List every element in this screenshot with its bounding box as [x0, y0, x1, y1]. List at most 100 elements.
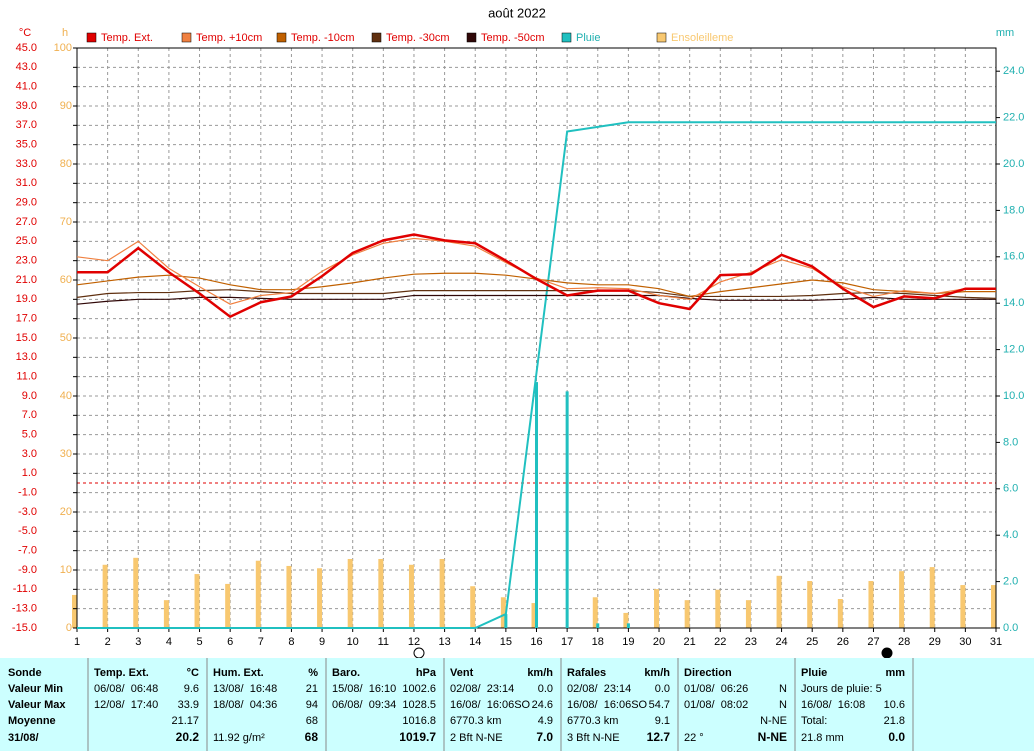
x-tick-label: 17: [561, 636, 573, 648]
column-unit: °C: [187, 667, 199, 679]
series-line: [77, 121, 996, 629]
y-tick-label: 11.0: [16, 371, 37, 383]
sun-bar: [776, 575, 782, 628]
x-tick-label: 8: [288, 636, 294, 648]
column-title: Baro.: [332, 667, 360, 679]
cell-text: 13/08/ 16:48: [213, 683, 277, 695]
cell-value: 68: [305, 730, 319, 744]
sun-bar: [225, 583, 231, 628]
y3-tick-label: 8.0: [1003, 436, 1018, 448]
cell-value: 0.0: [655, 683, 670, 695]
cell-value: 1016.8: [402, 715, 436, 727]
cell-text: 16/08/ 16:06SO: [567, 699, 648, 711]
cell-value: 10.6: [884, 699, 905, 711]
y-tick-label: 19.0: [16, 293, 37, 305]
sun-bar: [684, 600, 690, 628]
full-moon-icon: [413, 647, 425, 659]
y2-tick-label: 90: [60, 100, 72, 112]
x-tick-label: 28: [898, 636, 910, 648]
summary-table: [0, 658, 1034, 751]
y3-tick-label: 16.0: [1003, 251, 1024, 263]
x-tick-label: 20: [653, 636, 665, 648]
sun-bar: [408, 564, 414, 628]
legend-label: Temp. +10cm: [196, 32, 262, 44]
cell-value: 33.9: [178, 699, 199, 711]
sun-bar: [194, 574, 200, 628]
y3-tick-label: 2.0: [1003, 576, 1018, 588]
y-tick-label: 43.0: [16, 61, 37, 73]
rain-bar: [626, 623, 630, 628]
x-tick-label: 11: [378, 636, 389, 648]
sun-bar: [102, 564, 108, 628]
y2-axis-unit: h: [62, 27, 68, 39]
legend-swatch: [371, 32, 382, 43]
x-tick-label: 6: [227, 636, 233, 648]
column-title: Vent: [450, 667, 474, 679]
row-label: Valeur Max: [8, 699, 66, 711]
x-tick-label: 10: [347, 636, 359, 648]
cell-text: 06/08/ 06:48: [94, 683, 158, 695]
y2-tick-label: 0: [66, 622, 72, 634]
cell-text: 6770.3 km: [450, 715, 501, 727]
cell-value: 9.6: [184, 683, 199, 695]
x-tick-label: 2: [105, 636, 111, 648]
legend-label: Temp. Ext.: [101, 32, 153, 44]
cell-value: 0.0: [888, 730, 905, 744]
x-tick-label: 27: [867, 636, 879, 648]
row-label: 31/08/: [8, 732, 39, 744]
y3-tick-label: 20.0: [1003, 158, 1024, 170]
cell-value: N: [779, 683, 787, 695]
cell-value: 24.6: [532, 699, 553, 711]
y-tick-label: 39.0: [16, 100, 37, 112]
y-tick-label: 5.0: [22, 429, 37, 441]
cell-value: 21: [306, 683, 318, 695]
x-tick-label: 16: [530, 636, 542, 648]
y-tick-label: 3.0: [22, 448, 37, 460]
cell-value: N-NE: [758, 730, 787, 744]
y-tick-label: 25.0: [16, 235, 37, 247]
series-line: [76, 289, 997, 299]
cell-value: 21.8: [884, 715, 905, 727]
cell-text: 12/08/ 17:40: [94, 699, 158, 711]
sun-bar: [837, 599, 843, 628]
sun-bar: [654, 589, 660, 628]
x-tick-label: 13: [438, 636, 450, 648]
new-moon-icon: [881, 647, 893, 659]
legend-swatch: [561, 32, 572, 43]
y3-tick-label: 4.0: [1003, 529, 1018, 541]
cell-text: 15/08/ 16:10: [332, 683, 396, 695]
x-tick-label: 3: [135, 636, 141, 648]
y2-tick-label: 10: [60, 564, 72, 576]
x-tick-label: 12: [408, 636, 420, 648]
y-tick-label: -1.0: [18, 487, 37, 499]
column-title: Temp. Ext.: [94, 667, 149, 679]
y-tick-label: 31.0: [16, 177, 37, 189]
y-tick-label: 21.0: [16, 274, 37, 286]
y3-tick-label: 10.0: [1003, 390, 1024, 402]
y3-tick-label: 0.0: [1003, 622, 1018, 634]
y3-tick-label: 22.0: [1003, 112, 1024, 124]
cell-value: 68: [306, 715, 318, 727]
cell-value: 20.2: [176, 730, 200, 744]
cell-text: 3 Bft N-NE: [567, 732, 620, 744]
sun-bar: [807, 581, 813, 628]
column-title: Rafales: [567, 667, 606, 679]
x-tick-label: 29: [929, 636, 941, 648]
cell-text: 6770.3 km: [567, 715, 618, 727]
y-tick-label: 23.0: [16, 255, 37, 267]
y3-tick-label: 14.0: [1003, 297, 1024, 309]
row-label: Moyenne: [8, 715, 56, 727]
cell-value: 1028.5: [402, 699, 436, 711]
rain-bar: [535, 382, 538, 628]
cell-text: 16/08/ 16:06SO: [450, 699, 531, 711]
sun-bar: [163, 600, 169, 628]
cell-text: 11.92 g/m²: [213, 732, 265, 744]
column-unit: km/h: [527, 667, 553, 679]
row-label: Sonde: [8, 667, 42, 679]
y-tick-label: 13.0: [16, 351, 37, 363]
cell-value: 12.7: [647, 730, 671, 744]
x-tick-label: 4: [166, 636, 172, 648]
legend-label: Temp. -30cm: [386, 32, 450, 44]
